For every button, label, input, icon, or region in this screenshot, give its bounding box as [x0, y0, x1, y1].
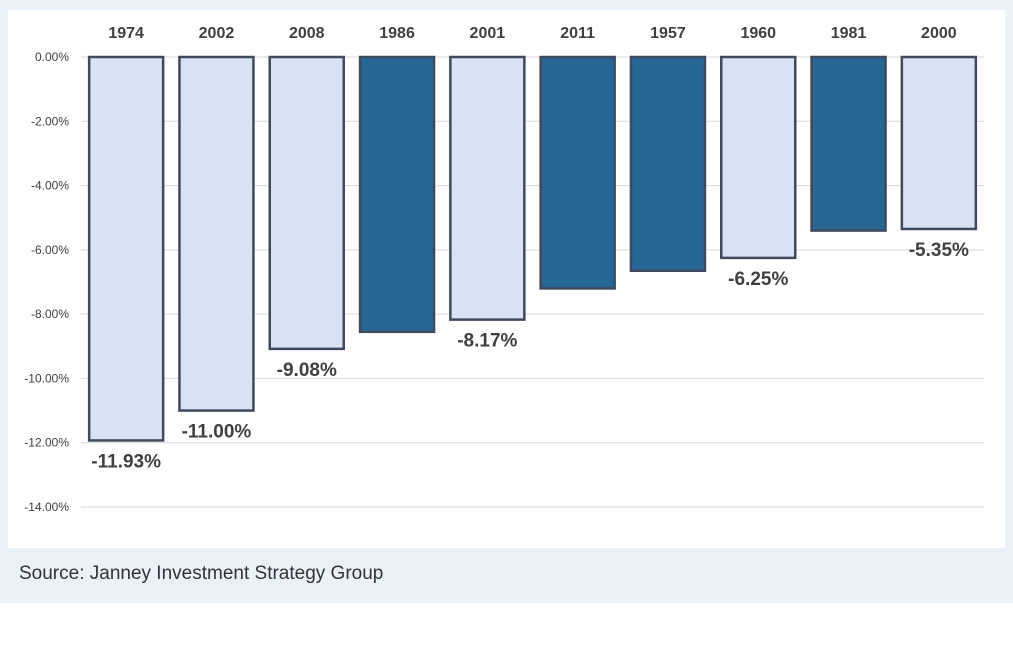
data-label: -6.25%: [728, 269, 788, 290]
data-label: -5.35%: [909, 240, 969, 261]
category-label: 2008: [289, 25, 325, 42]
labels: 0.00% -2.00% -4.00% -6.00% -8.00% -10.00% -12.…: [24, 25, 969, 514]
y-tick-label: -4.00%: [31, 179, 69, 193]
data-label: -8.17%: [457, 331, 517, 352]
category-label: 1957: [650, 25, 686, 42]
category-label: 2002: [199, 25, 235, 42]
bar-2001: [449, 55, 526, 321]
bars: [87, 55, 978, 442]
data-label: -11.00%: [182, 422, 252, 443]
y-tick-label: 0.00%: [35, 50, 69, 64]
bar-2000: [900, 55, 978, 231]
bar-2008: [268, 55, 345, 351]
y-tick-label: -12.00%: [24, 436, 69, 450]
y-tick-label: -2.00%: [31, 114, 69, 128]
chart-panel: 0.00% -2.00% -4.00% -6.00% -8.00% -10.00% -12.…: [0, 0, 1013, 603]
data-label: -11.93%: [91, 451, 161, 472]
bar-2002: [178, 55, 255, 412]
bar-1981: [810, 55, 887, 232]
category-label: 2001: [470, 25, 506, 42]
y-tick-label: -8.00%: [31, 307, 69, 321]
category-label: 1981: [831, 25, 867, 42]
category-label: 2011: [560, 25, 595, 42]
category-label: 1960: [740, 25, 776, 42]
y-tick-label: -14.00%: [24, 500, 69, 514]
category-label: 1986: [379, 25, 415, 42]
category-label: 1974: [108, 25, 144, 42]
y-tick-label: -10.00%: [24, 371, 69, 385]
bar-1957: [629, 55, 707, 272]
category-label: 2000: [921, 25, 957, 42]
source-note: Source: Janney Investment Strategy Group: [19, 563, 384, 584]
bar-2011: [539, 55, 616, 290]
bar-1986: [358, 55, 436, 334]
data-label: -9.08%: [277, 360, 337, 381]
bar-1960: [720, 55, 797, 260]
bar-1974: [87, 55, 165, 442]
bar-chart: 0.00% -2.00% -4.00% -6.00% -8.00% -10.00% -12.…: [24, 25, 984, 514]
y-tick-label: -6.00%: [31, 243, 69, 257]
